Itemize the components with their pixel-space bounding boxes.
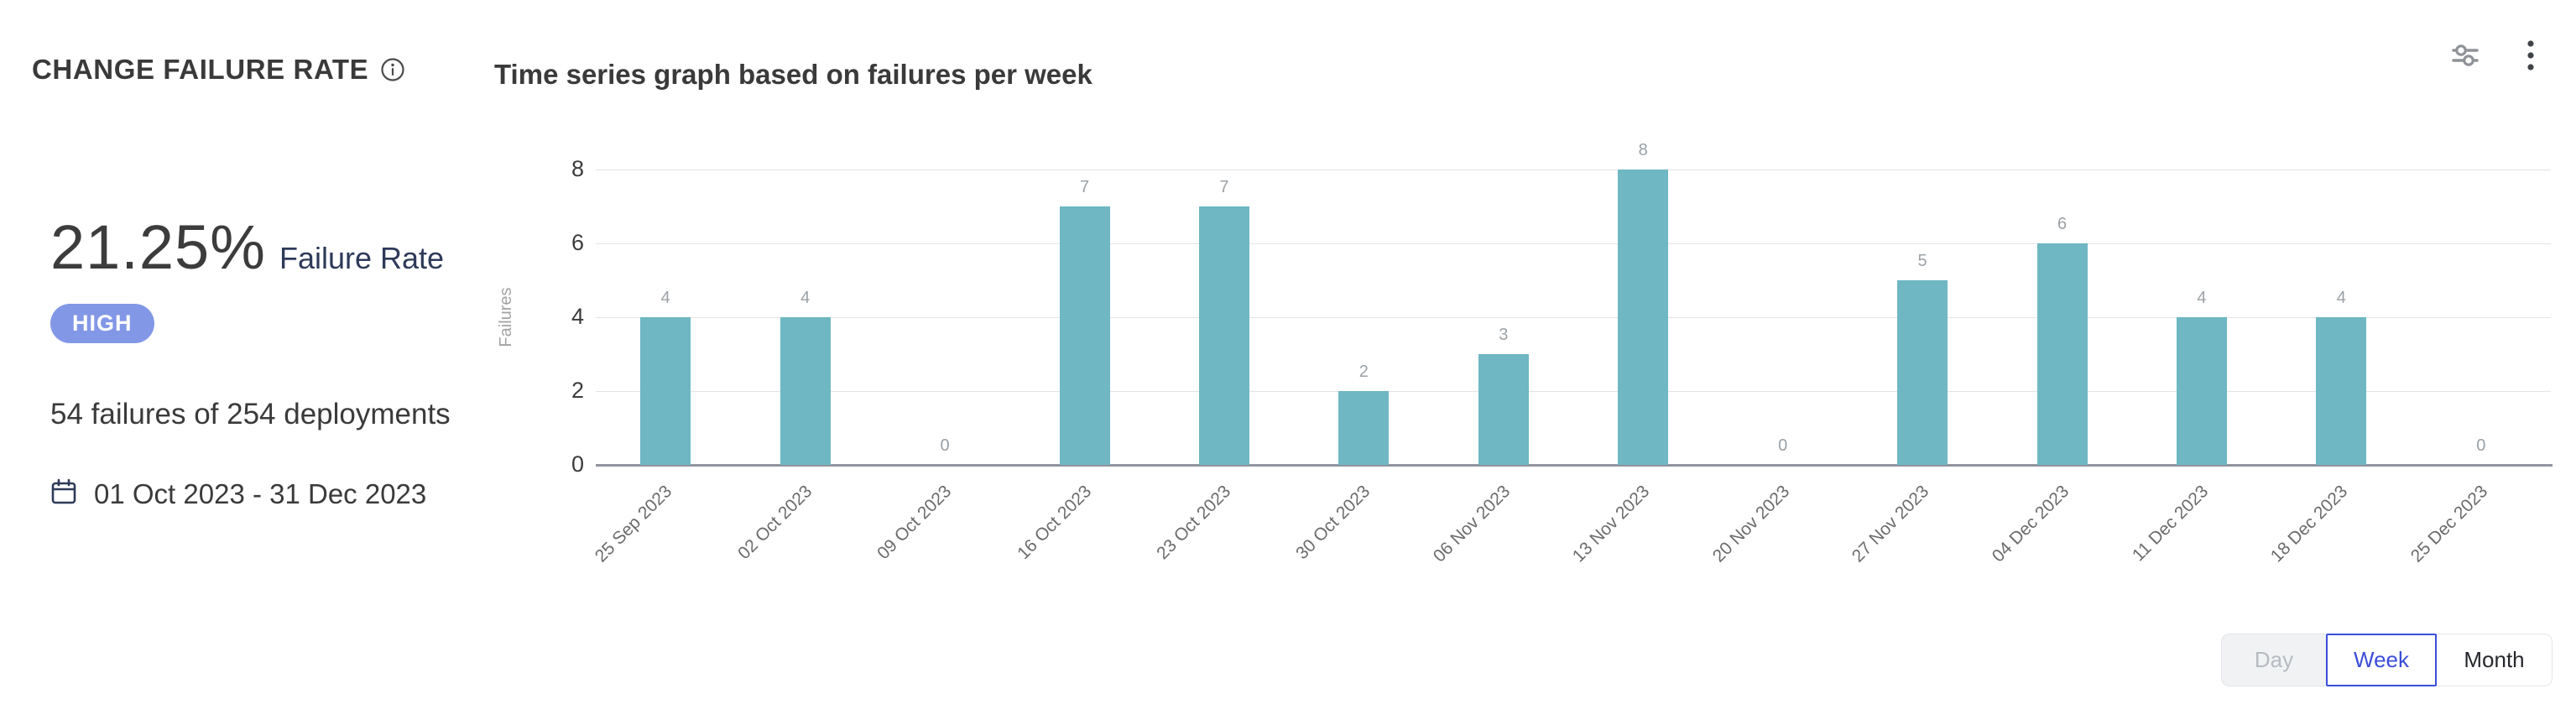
- y-axis-tick-label: 0: [571, 451, 584, 477]
- y-axis-title: Failures: [497, 287, 515, 347]
- interval-toggle: Day Week Month: [2221, 634, 2553, 686]
- bar-value-label: 2: [1358, 363, 1369, 381]
- sliders-icon[interactable]: [2443, 34, 2487, 77]
- x-axis-tick-label: 27 Nov 2023: [1848, 482, 1933, 566]
- day-toggle-button[interactable]: Day: [2221, 634, 2326, 686]
- x-axis-tick-label: 25 Dec 2023: [2407, 482, 2492, 566]
- kebab-menu-icon[interactable]: [2509, 34, 2553, 77]
- y-axis-tick-label: 4: [571, 304, 584, 329]
- gridline: [596, 317, 2551, 318]
- x-axis-tick-label: 16 Oct 2023: [1013, 482, 1095, 564]
- gridline: [596, 243, 2551, 244]
- gridline: [596, 391, 2551, 392]
- chart-bar[interactable]: [2036, 243, 2088, 465]
- y-axis-tick-label: 8: [571, 156, 584, 181]
- bar-value-label: 7: [1219, 178, 1229, 196]
- y-axis-tick-label: 6: [571, 230, 584, 255]
- bar-value-label: 4: [800, 289, 811, 307]
- week-toggle-button[interactable]: Week: [2326, 634, 2437, 686]
- date-range-row: 01 Oct 2023 - 31 Dec 2023: [49, 477, 426, 511]
- failures-summary: 54 failures of 254 deployments: [50, 398, 451, 430]
- x-axis-tick-label: 18 Dec 2023: [2267, 482, 2352, 566]
- bar-value-label: 0: [940, 436, 950, 455]
- chart-bar[interactable]: [2176, 317, 2227, 465]
- month-toggle-button[interactable]: Month: [2437, 634, 2553, 686]
- header-actions: [2443, 34, 2553, 77]
- date-range-text: 01 Oct 2023 - 31 Dec 2023: [94, 477, 427, 509]
- bar-value-label: 4: [2336, 289, 2346, 307]
- page-title: CHANGE FAILURE RATE: [32, 54, 369, 85]
- x-axis-tick-label: 13 Nov 2023: [1568, 482, 1654, 566]
- x-axis-tick-label: 20 Nov 2023: [1708, 482, 1793, 566]
- chart-bar[interactable]: [640, 317, 691, 465]
- bar-value-label: 0: [1778, 436, 1788, 455]
- status-badge: HIGH: [50, 304, 154, 343]
- chart-bar[interactable]: [1478, 354, 1529, 465]
- x-axis-tick-label: 23 Oct 2023: [1153, 482, 1235, 564]
- info-icon[interactable]: [380, 57, 405, 82]
- x-axis-tick-label: 09 Oct 2023: [873, 482, 956, 564]
- failure-rate-label: Failure Rate: [279, 241, 445, 275]
- chart-bar[interactable]: [1059, 206, 1110, 465]
- chart-bar[interactable]: [1198, 206, 1249, 465]
- failure-rate-row: 21.25% Failure Rate: [50, 211, 444, 283]
- x-axis-line: [596, 464, 2553, 467]
- chart-bar[interactable]: [780, 317, 831, 465]
- bar-value-label: 8: [1638, 141, 1648, 159]
- widget-header: CHANGE FAILURE RATE: [32, 54, 405, 86]
- chart-bar[interactable]: [1897, 280, 1948, 465]
- chart-bar[interactable]: [2316, 317, 2367, 465]
- x-axis-tick-label: 25 Sep 2023: [591, 482, 676, 566]
- bar-value-label: 7: [1079, 178, 1090, 196]
- bar-value-label: 4: [2197, 289, 2207, 307]
- y-axis-tick-label: 2: [571, 378, 584, 403]
- chart-bar[interactable]: [1618, 170, 1669, 465]
- x-axis-tick-label: 02 Oct 2023: [733, 482, 816, 564]
- chart-subtitle: Time series graph based on failures per …: [494, 59, 1092, 90]
- x-axis-tick-label: 30 Oct 2023: [1292, 482, 1374, 564]
- calendar-icon: [49, 477, 79, 511]
- bar-value-label: 6: [2057, 215, 2068, 233]
- chart-bar[interactable]: [1338, 391, 1390, 465]
- x-axis-tick-label: 06 Nov 2023: [1429, 482, 1515, 566]
- bar-value-label: 3: [1499, 326, 1509, 344]
- failure-rate-value: 21.25%: [50, 212, 266, 282]
- bar-value-label: 5: [1917, 252, 1927, 270]
- x-axis-tick-label: 11 Dec 2023: [2128, 482, 2213, 566]
- bar-value-label: 0: [2476, 436, 2486, 455]
- bar-value-label: 4: [660, 289, 670, 307]
- x-axis-tick-label: 04 Dec 2023: [1988, 482, 2073, 566]
